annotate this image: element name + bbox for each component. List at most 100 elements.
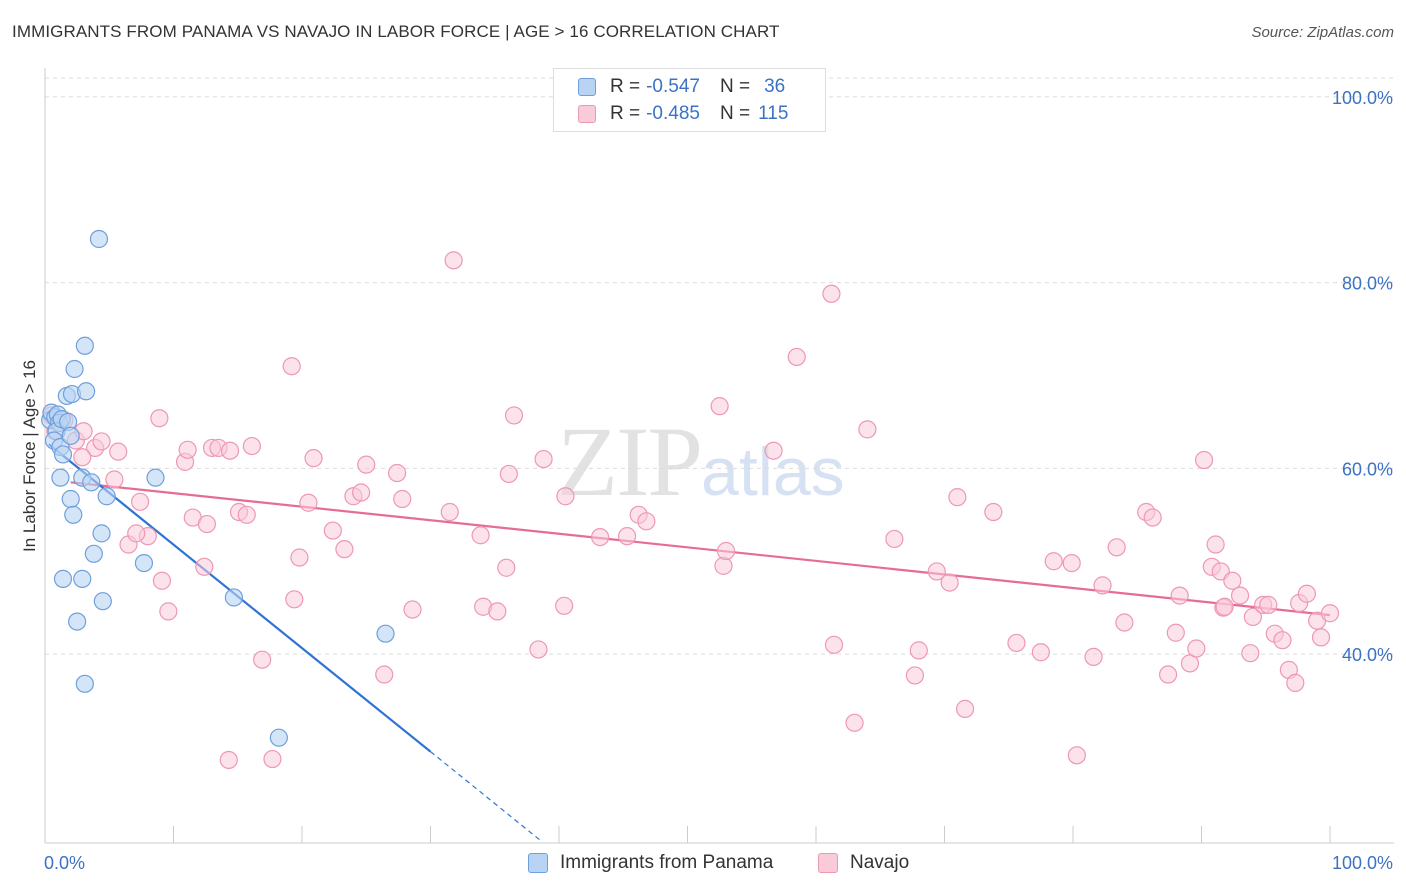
navajo-point (716, 541, 736, 561)
panama-point (53, 569, 73, 588)
navajo-point (1230, 586, 1250, 605)
navajo-point (1166, 623, 1185, 642)
y-tick-label: 100.0% (1332, 88, 1393, 108)
navajo-point (1215, 597, 1234, 616)
navajo-point (822, 284, 841, 303)
navajo-point (1286, 673, 1305, 692)
navajo-point (1170, 586, 1189, 605)
navajo-point (497, 558, 516, 577)
navajo-point (905, 666, 925, 685)
panama-point (93, 592, 112, 611)
panama-point (75, 674, 94, 693)
panama-legend-swatch (528, 853, 548, 873)
navajo-point (290, 548, 309, 567)
navajo-point (282, 357, 301, 376)
chart-title: IMMIGRANTS FROM PANAMA VS NAVAJO IN LABO… (12, 22, 780, 41)
navajo-point (984, 502, 1003, 522)
navajo-point (304, 449, 323, 468)
navajo-point (1259, 595, 1278, 614)
legend-label-navajo: Navajo (850, 852, 910, 873)
n-value-panama: 36 (764, 76, 786, 97)
navajo-point (219, 750, 238, 770)
tick-labels: 40.0% 60.0% 80.0% 100.0% 0.0% 100.0% (44, 88, 1393, 873)
navajo-point (1320, 604, 1340, 623)
panama-trend-extension (430, 751, 541, 841)
navajo-point (323, 521, 342, 540)
navajo-point (1187, 639, 1206, 658)
legend-item-panama: Immigrants from Panama (528, 852, 773, 874)
navajo-point (444, 251, 463, 270)
legend-label-panama: Immigrants from Panama (560, 852, 774, 873)
navajo-point (105, 470, 124, 489)
navajo-point (499, 464, 518, 484)
panama-points (41, 229, 395, 747)
navajo-point (591, 527, 610, 547)
legend-row-panama: R = -0.547 N = 36 (578, 75, 785, 99)
navajo-point (335, 540, 354, 559)
navajo-point (858, 420, 877, 439)
navajo-point (159, 602, 178, 621)
n-value-navajo: 115 (758, 103, 789, 124)
navajo-point (845, 713, 864, 732)
navajo-point (440, 502, 459, 522)
navajo-point (764, 441, 783, 460)
navajo-point (375, 665, 394, 684)
panama-point (53, 445, 73, 464)
source-credit: Source: ZipAtlas.com (1251, 24, 1394, 41)
navajo-point (285, 590, 304, 609)
navajo-point (1062, 553, 1081, 573)
zipatlas-watermark: ZIPatlas (557, 404, 845, 519)
navajo-point (1084, 647, 1103, 666)
y-axis-label: In Labor Force | Age > 16 (20, 360, 39, 552)
navajo-point (352, 483, 371, 502)
navajo-point (127, 524, 146, 543)
navajo-point (1067, 746, 1086, 765)
navajo-point (1206, 535, 1225, 554)
panama-point (73, 569, 92, 588)
navajo-point (195, 557, 214, 576)
n-label: N = (719, 76, 751, 97)
navajo-point (263, 749, 282, 769)
panama-point (97, 487, 116, 506)
panama-point (89, 229, 109, 249)
r-label: R = (610, 76, 641, 97)
navajo-point (130, 492, 150, 511)
navajo-point (1093, 576, 1112, 595)
navajo-point (393, 489, 412, 509)
navajo-point (927, 562, 946, 581)
navajo-point (1158, 665, 1178, 684)
navajo-point (1143, 508, 1162, 527)
navajo-point (1273, 631, 1292, 650)
navajo-point (1107, 538, 1126, 557)
navajo-point (824, 635, 844, 654)
navajo-point (885, 529, 904, 549)
panama-point (75, 336, 94, 355)
navajo-points (42, 251, 1340, 770)
r-value-panama: -0.547 (646, 76, 700, 97)
navajo-point (109, 442, 128, 461)
axes (44, 68, 1394, 844)
r-value-navajo: -0.485 (646, 103, 700, 124)
navajo-point (220, 441, 240, 460)
legend-item-navajo: Navajo (818, 852, 909, 874)
navajo-point (556, 487, 575, 506)
navajo-point (150, 409, 169, 428)
navajo-point (73, 448, 92, 467)
r-label: R = (610, 103, 641, 124)
panama-point (376, 624, 395, 643)
navajo-point (955, 699, 975, 718)
panama-point (61, 489, 80, 509)
x-tick-label: 100.0% (1332, 853, 1393, 873)
navajo-point (242, 436, 261, 456)
navajo-point (1007, 633, 1026, 653)
panama-point (61, 426, 80, 445)
navajo-point (714, 556, 733, 575)
navajo-point (1223, 571, 1242, 590)
navajo-point (471, 526, 490, 545)
navajo-swatch (578, 105, 596, 123)
navajo-point (1311, 628, 1331, 647)
navajo-point (1243, 607, 1263, 627)
navajo-point (403, 600, 422, 619)
panama-point (82, 473, 101, 492)
